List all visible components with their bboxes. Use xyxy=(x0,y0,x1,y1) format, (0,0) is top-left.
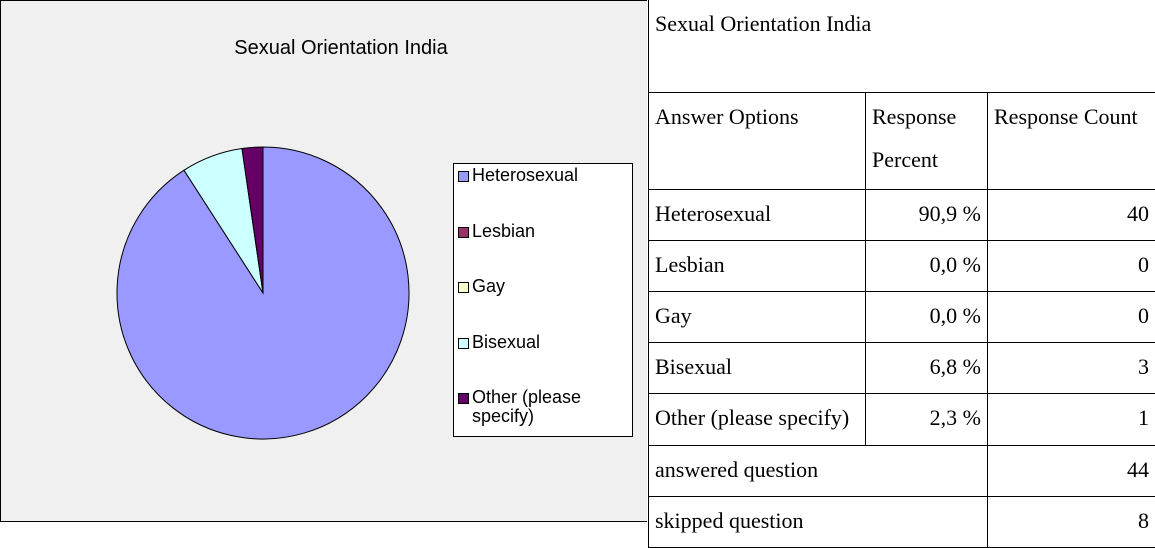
legend-item: Gay xyxy=(458,277,642,296)
legend-label: Other (please specify) xyxy=(472,387,582,426)
footer-label: skipped question xyxy=(648,495,988,548)
footer-row: skipped question 8 xyxy=(648,495,1155,548)
footer-value: 8 xyxy=(986,495,1155,548)
table-cell: 0 xyxy=(986,239,1155,292)
legend-item: Heterosexual xyxy=(458,166,642,185)
table-cell: 2,3 % xyxy=(865,393,988,446)
pie-chart: Sexual Orientation India xyxy=(116,37,449,440)
legend-swatch xyxy=(458,393,469,404)
header-cell: Answer Options xyxy=(648,91,866,190)
legend-item: Other (please specify) xyxy=(458,388,642,426)
legend-item: Bisexual xyxy=(458,331,642,352)
legend-label: Gay xyxy=(472,276,506,296)
table-cell: Heterosexual xyxy=(648,188,866,241)
footer-row: answered question 44 xyxy=(648,444,1155,497)
header-cell: Response Percent xyxy=(865,91,988,190)
table-cell: 3 xyxy=(986,342,1155,395)
title-row: Sexual Orientation India xyxy=(647,0,1155,93)
table-cell: 0 xyxy=(986,290,1155,344)
chart: Sexual Orientation India Heterosexual Les… xyxy=(0,0,647,522)
legend-swatch xyxy=(458,337,469,349)
table-row: Heterosexual 90,9 % 40 xyxy=(648,188,1155,241)
table-title: Sexual Orientation India xyxy=(647,0,1155,93)
legend-swatch xyxy=(458,282,469,293)
table-row: Bisexual 6,8 % 3 xyxy=(648,342,1155,395)
header-cell: Response Count xyxy=(986,91,1155,190)
table-cell: 1 xyxy=(986,393,1155,446)
pie-slice xyxy=(241,146,264,294)
table-cell: Other (please specify) xyxy=(648,393,866,446)
legend-swatch xyxy=(458,226,469,238)
table-cell: Lesbian xyxy=(648,239,866,292)
table-cell: 40 xyxy=(986,188,1155,241)
data-table: Sexual Orientation India Answer Options Re… xyxy=(647,0,1155,548)
chart-title: Sexual Orientation India xyxy=(234,37,448,59)
table-cell: 0,0 % xyxy=(865,290,988,344)
table-cell: Gay xyxy=(648,290,866,344)
table-row: Gay 0,0 % 0 xyxy=(648,290,1155,344)
table-cell: 6,8 % xyxy=(865,342,988,395)
header-row: Answer Options Response Percent Response C… xyxy=(648,91,1155,190)
legend-swatch xyxy=(458,171,469,182)
footer-label: answered question xyxy=(648,444,988,497)
table-cell: Bisexual xyxy=(648,342,866,395)
table-row: Other (please specify) 2,3 % 1 xyxy=(648,393,1155,446)
legend: Heterosexual Lesbian Gay Bisexual Other (ple… xyxy=(453,163,633,437)
legend-label: Bisexual xyxy=(472,331,541,352)
legend-item: Lesbian xyxy=(458,220,642,241)
table-cell: 0,0 % xyxy=(865,239,988,292)
table-cell: 90,9 % xyxy=(865,188,988,241)
footer-value: 44 xyxy=(986,444,1155,497)
legend-label: Lesbian xyxy=(472,220,536,241)
table-row: Lesbian 0,0 % 0 xyxy=(648,239,1155,292)
legend-label: Heterosexual xyxy=(472,165,579,185)
